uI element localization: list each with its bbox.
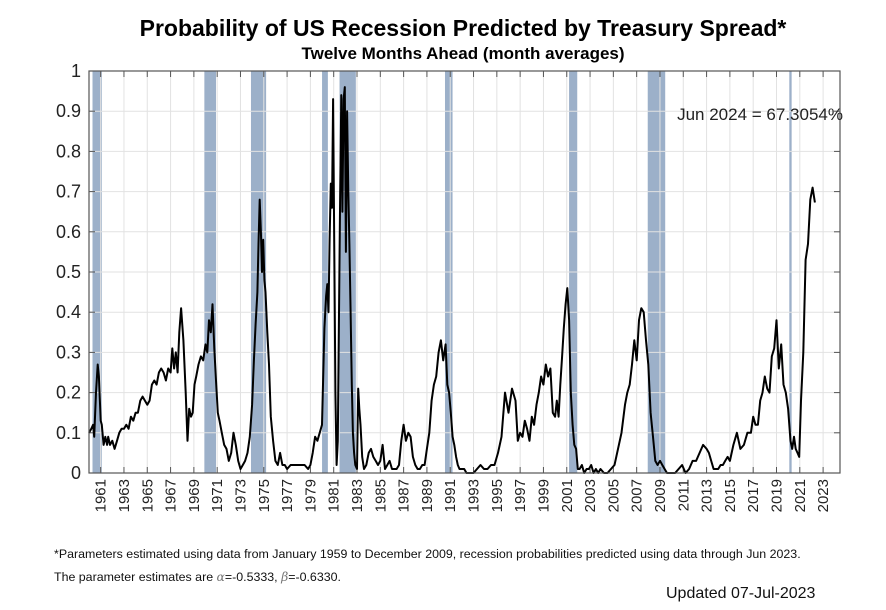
x-tick-label: 2001 (559, 479, 576, 512)
x-tick-label: 1979 (302, 479, 319, 512)
y-tick-label: 0.5 (56, 262, 81, 282)
x-tick-label: 2019 (768, 479, 785, 512)
alpha-value: =-0.5333, (224, 570, 282, 584)
axis-ticks (89, 70, 840, 474)
latest-value-annotation: Jun 2024 = 67.3054% (677, 105, 843, 124)
y-tick-label: 0 (71, 463, 81, 483)
y-tick-label: 0.3 (56, 342, 81, 362)
x-tick-label: 1985 (372, 479, 389, 512)
x-tick-label: 2007 (629, 479, 646, 512)
y-axis-labels: 0 0.1 0.2 0.3 0.4 0.5 0.6 0.7 0.8 0.9 1 (56, 61, 81, 483)
x-tick-label: 1963 (116, 479, 133, 512)
x-tick-label: 2005 (605, 479, 622, 512)
y-tick-label: 0.8 (56, 141, 81, 161)
x-tick-label: 1971 (209, 479, 226, 512)
y-tick-label: 0.4 (56, 302, 81, 322)
x-tick-label: 2011 (675, 479, 692, 511)
y-tick-label: 0.9 (56, 101, 81, 121)
x-tick-label: 1975 (256, 479, 273, 512)
x-tick-label: 1997 (512, 479, 529, 512)
x-tick-label: 1969 (186, 479, 203, 512)
y-tick-label: 0.2 (56, 383, 81, 403)
x-tick-label: 1989 (419, 479, 436, 512)
beta-symbol: β (281, 569, 289, 584)
x-tick-label: 2015 (722, 479, 739, 512)
x-tick-label: 1965 (139, 479, 156, 512)
footnote-line-2: The parameter estimates are α=-0.5333, β… (54, 569, 341, 584)
x-axis-labels: 1961 1963 1965 1967 1969 1971 1973 1975 1977 1979… (93, 479, 832, 512)
alpha-symbol: α (216, 569, 225, 584)
x-tick-label: 1999 (535, 479, 552, 512)
x-tick-label: 2003 (582, 479, 599, 512)
x-tick-label: 2023 (815, 479, 832, 512)
x-tick-label: 1991 (442, 479, 459, 512)
y-tick-label: 1 (71, 61, 81, 81)
y-tick-label: 0.1 (56, 423, 81, 443)
x-tick-label: 1987 (396, 479, 413, 512)
x-tick-label: 1961 (93, 479, 110, 512)
chart-title: Probability of US Recession Predicted by… (139, 15, 787, 41)
plot-frame (88, 70, 841, 474)
x-tick-label: 1995 (489, 479, 506, 512)
footnote-line-1: *Parameters estimated using data from Ja… (54, 547, 801, 561)
y-tick-label: 0.7 (56, 182, 81, 202)
x-tick-label: 2017 (745, 479, 762, 512)
x-tick-label: 2013 (699, 479, 716, 512)
updated-date: Updated 07-Jul-2023 (666, 585, 816, 602)
x-tick-label: 1967 (163, 479, 180, 512)
x-tick-label: 1983 (349, 479, 366, 512)
footnote-prefix: The parameter estimates are (54, 570, 217, 584)
x-tick-label: 1981 (326, 479, 343, 512)
x-tick-label: 1977 (279, 479, 296, 512)
x-tick-label: 2021 (792, 479, 809, 512)
chart-subtitle: Twelve Months Ahead (month averages) (301, 44, 625, 63)
y-tick-label: 0.6 (56, 222, 81, 242)
x-tick-label: 2009 (652, 479, 669, 512)
beta-value: =-0.6330. (288, 570, 341, 584)
recession-probability-chart: 00.10.20.30.40.50.60.70.80.91 1961 1963 19… (56, 61, 843, 512)
grid-lines (89, 70, 840, 474)
x-tick-label: 1993 (466, 479, 483, 512)
x-tick-label: 1973 (232, 479, 249, 512)
